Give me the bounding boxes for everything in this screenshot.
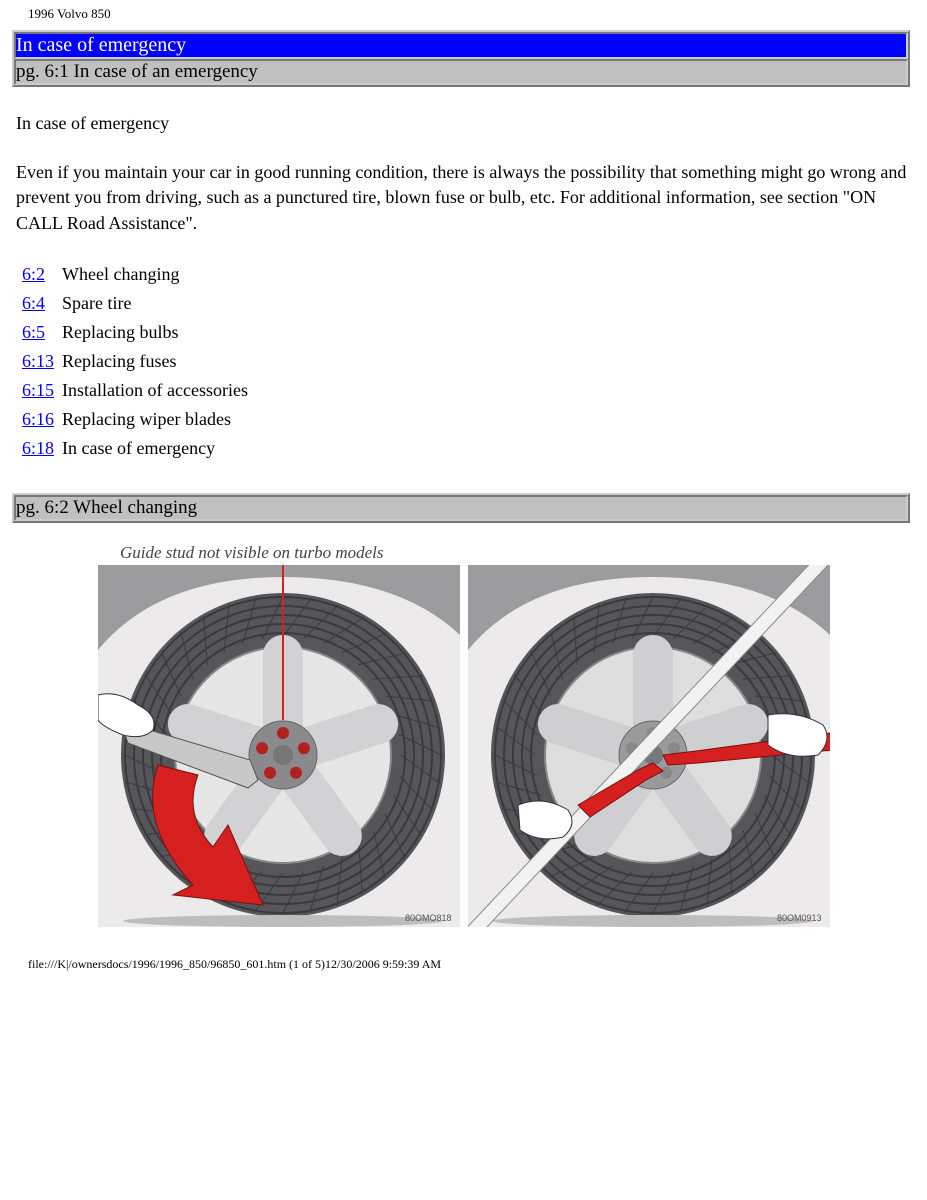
doc-title: 1996 Volvo 850 — [28, 6, 927, 22]
toc-label: Replacing fuses — [58, 347, 252, 376]
toc-row: 6:15Installation of accessories — [18, 376, 252, 405]
toc-label: Wheel changing — [58, 260, 252, 289]
header-banner-table: In case of emergency pg. 6:1 In case of … — [12, 30, 910, 87]
toc-label: Spare tire — [58, 289, 252, 318]
toc-link[interactable]: 6:18 — [22, 438, 54, 458]
toc-row: 6:18In case of emergency — [18, 434, 252, 463]
toc-link[interactable]: 6:4 — [22, 293, 45, 313]
toc-link[interactable]: 6:16 — [22, 409, 54, 429]
wheel-figure: Guide stud not visible on turbo models 8… — [0, 543, 927, 927]
tire-illustration-right — [468, 565, 830, 927]
intro-paragraph: Even if you maintain your car in good ru… — [16, 160, 911, 236]
tire-panel-left: 80OMO818 — [98, 565, 460, 927]
toc-link[interactable]: 6:5 — [22, 322, 45, 342]
panel-id-label: 80OMO818 — [405, 913, 452, 923]
figure-caption: Guide stud not visible on turbo models — [120, 543, 927, 563]
toc-row: 6:16Replacing wiper blades — [18, 405, 252, 434]
toc-row: 6:13Replacing fuses — [18, 347, 252, 376]
toc-link[interactable]: 6:13 — [22, 351, 54, 371]
toc-label: Replacing wiper blades — [58, 405, 252, 434]
tire-panel-right: 80OM0913 — [468, 565, 830, 927]
section-heading: In case of emergency — [16, 111, 911, 136]
tire-illustration-left — [98, 565, 460, 927]
toc-label: Replacing bulbs — [58, 318, 252, 347]
footer-path: file:///K|/ownersdocs/1996/1996_850/9685… — [28, 957, 927, 972]
toc-row: 6:4 Spare tire — [18, 289, 252, 318]
toc-label: Installation of accessories — [58, 376, 252, 405]
toc-link[interactable]: 6:15 — [22, 380, 54, 400]
banner-subtitle: pg. 6:1 In case of an emergency — [14, 59, 908, 85]
toc-row: 6:5 Replacing bulbs — [18, 318, 252, 347]
section2-bar-table: pg. 6:2 Wheel changing — [12, 493, 910, 523]
toc-label: In case of emergency — [58, 434, 252, 463]
toc-table: 6:2 Wheel changing 6:4 Spare tire 6:5 Replaci… — [18, 260, 252, 463]
section2-bar: pg. 6:2 Wheel changing — [14, 495, 908, 521]
panel-id-label: 80OM0913 — [777, 913, 822, 923]
toc-row: 6:2 Wheel changing — [18, 260, 252, 289]
banner-title: In case of emergency — [14, 32, 908, 59]
toc-link[interactable]: 6:2 — [22, 264, 45, 284]
